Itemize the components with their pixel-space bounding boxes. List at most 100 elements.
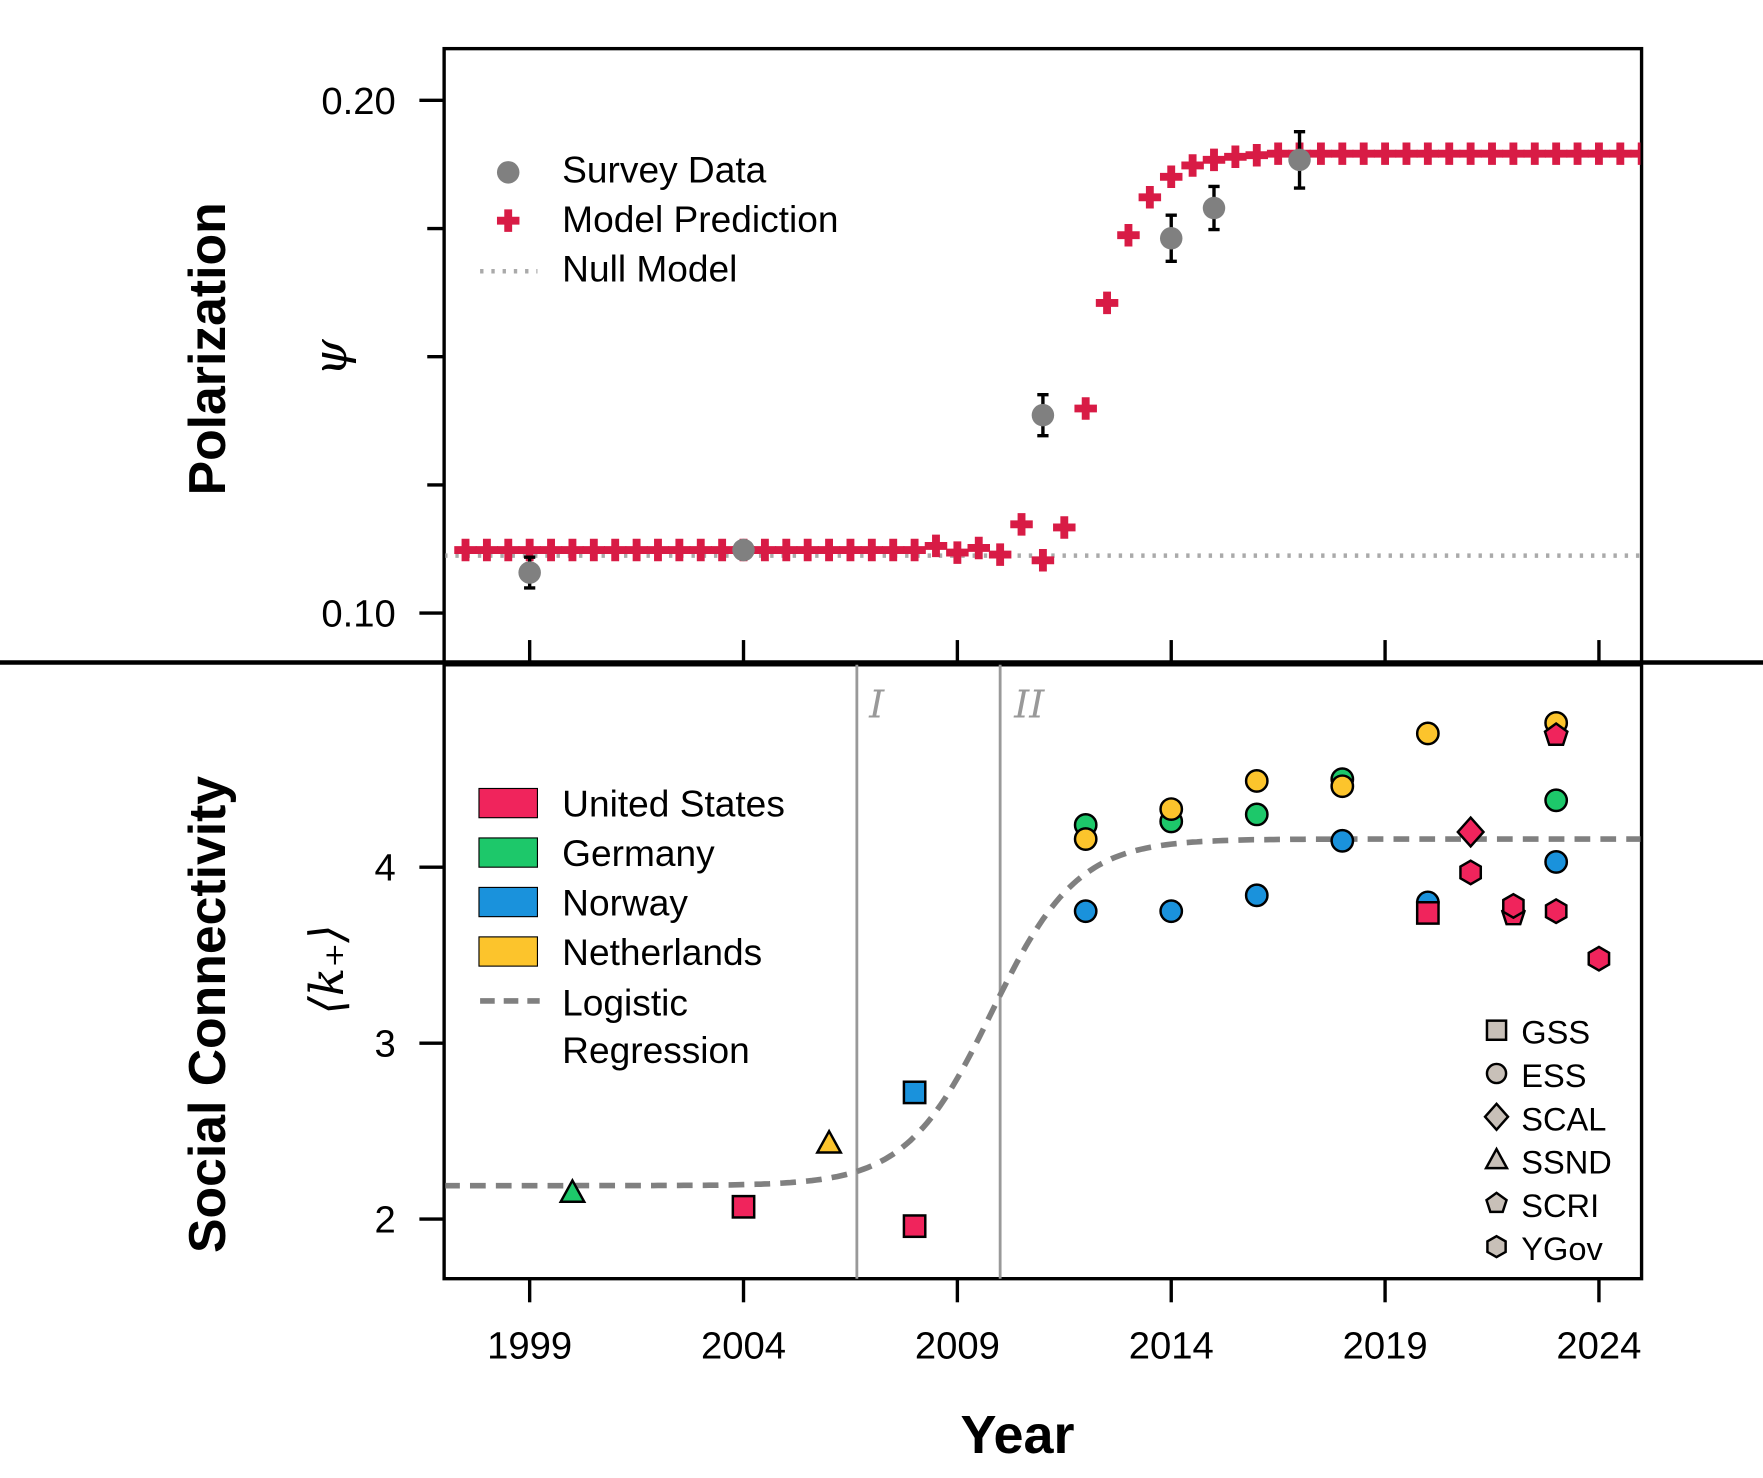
bottom-x-tick-label: 2024 [1556,1325,1641,1368]
data-point-united-states-ygov [1502,892,1525,920]
country-legend: United States Germany Norway Netherlands… [478,783,785,1071]
survey-data-point [1159,227,1183,250]
model-prediction-point [497,538,520,562]
model-prediction-point [1609,142,1632,165]
model-prediction-point [1523,142,1547,165]
bottom-y-tick-label: 2 [375,1199,396,1242]
model-prediction-point [710,538,734,562]
bottom-y-tick-label: 4 [375,847,396,890]
data-point-germany-ess [1544,788,1569,813]
data-point-norway-ess [1544,849,1569,874]
legend-survey-label: Survey Data [562,148,766,190]
top-axes: 0.10 0.20 [321,80,1601,663]
model-prediction-point [1245,143,1269,167]
connectivity-panel: 2 3 4 1999 2004 2009 2014 2019 2024 I II Social … [178,663,1644,1465]
shape-legend-label: SCRI [1521,1187,1599,1224]
shape-legend-label: SCAL [1521,1100,1606,1137]
bottom-x-tick-label: 1999 [487,1325,572,1368]
legend-model-label: Model Prediction [562,198,838,240]
model-prediction-point [561,538,584,562]
model-prediction-point [1266,142,1290,165]
data-point-netherlands-ess [1073,827,1098,851]
legend-us-label: United States [562,783,785,825]
bottom-axes: 2 3 4 1999 2004 2009 2014 2019 2024 [375,664,1641,1368]
model-prediction-point [1373,142,1397,165]
model-prediction-point [946,541,969,564]
top-marks [445,129,1641,590]
survey-data-point [732,538,755,562]
model-prediction-point [1095,291,1119,315]
bottom-y-tick-label: 3 [375,1023,396,1066]
legend-norway-label: Norway [562,882,688,924]
data-point-united-states-gss [1415,901,1440,925]
legend-survey-marker [496,161,520,184]
model-prediction-point [582,538,606,562]
model-prediction-point [475,538,499,562]
data-point-united-states-gss [731,1194,756,1219]
shape-legend-circle-icon [1485,1062,1508,1085]
model-prediction-point [817,538,841,562]
shape-legend-label: YGov [1521,1230,1603,1267]
logistic-regression-curve [445,836,1641,1189]
data-point-united-states-ygov [1587,945,1611,972]
data-point-norway-ess [1330,828,1355,853]
shape-legend-pentagon-icon [1485,1191,1508,1214]
model-prediction-point [1138,186,1162,209]
model-prediction-point [454,538,477,562]
bottom-marks [445,710,1641,1239]
model-prediction-point [1074,397,1097,420]
model-prediction-point [881,538,905,562]
data-point-united-states-scri [1543,721,1569,746]
survey-shape-legend: GSS ESS SCAL SSND SCRI YGov [1483,1014,1612,1267]
model-prediction-point [1459,142,1482,165]
region-label-ii: II [1013,684,1045,728]
data-point-norway-ess [1244,883,1269,908]
model-prediction-point [1566,142,1589,165]
top-legend: Survey Data Model Prediction Null Model [480,148,838,289]
model-prediction-point [1352,142,1375,165]
model-prediction-point [1309,142,1333,165]
data-point-netherlands-ess [1330,774,1355,799]
model-prediction-point [1181,154,1204,177]
legend-null-label: Null Model [562,247,737,289]
region-label-i: I [868,684,885,728]
shape-legend-label: ESS [1521,1057,1586,1094]
legend-regression-label-1: Logistic [562,982,688,1024]
legend-netherlands-swatch [478,936,539,967]
model-prediction-point [967,536,991,560]
legend-germany-swatch [478,837,539,868]
top-y-symbol: ψ [303,338,358,376]
data-point-germany-ess [1244,802,1269,827]
bottom-x-tick-label: 2009 [915,1325,1000,1368]
bottom-x-tick-label: 2014 [1129,1325,1214,1368]
legend-norway-swatch [478,886,539,918]
data-point-united-states-scal [1456,815,1486,849]
model-prediction-point [1331,142,1354,165]
model-prediction-point [668,538,691,562]
x-axis-label: Year [961,1405,1075,1465]
model-prediction-point [625,538,648,562]
model-prediction-point [839,538,862,562]
model-prediction-point [1480,142,1504,165]
legend-us-swatch [478,787,539,819]
model-prediction-point [775,538,798,562]
model-prediction-point [1544,142,1568,165]
bottom-plot-frame [442,663,1644,1281]
bottom-x-tick-label: 2019 [1343,1325,1428,1368]
model-prediction-point [1117,223,1140,247]
model-prediction-point [1630,142,1641,165]
shape-legend-triangle-icon [1483,1146,1510,1170]
top-y-tick-label: 0.20 [321,80,395,123]
polarization-panel: 0.10 0.20 Polarization ψ Survey Data Mode… [178,46,1644,665]
model-prediction-point [1224,145,1247,169]
model-prediction-point [1159,165,1183,188]
legend-netherlands-label: Netherlands [562,931,762,973]
shape-legend-diamond-icon [1483,1101,1510,1132]
model-prediction-point [1010,513,1033,536]
data-point-netherlands-ess [1415,721,1440,746]
model-prediction-point [796,538,819,562]
survey-data-point [1202,196,1226,220]
survey-data-point [1031,403,1055,427]
model-prediction-point [539,538,563,562]
model-prediction-point [646,538,670,562]
